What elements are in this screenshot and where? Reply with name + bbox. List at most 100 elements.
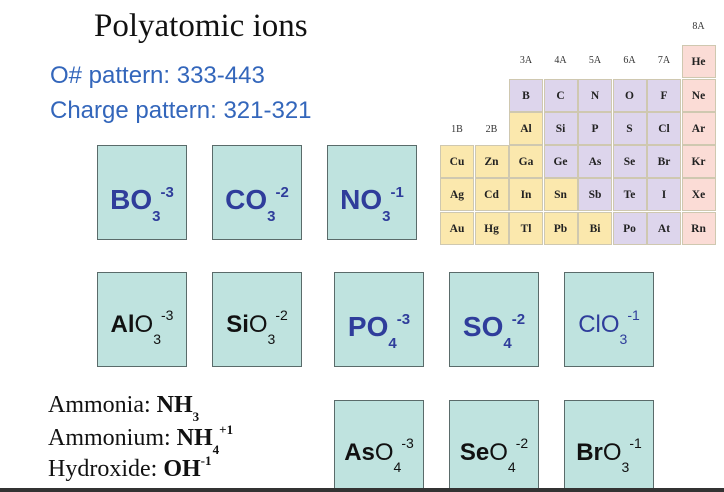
element-cell: Rn — [681, 212, 716, 245]
element-cell: Hg — [474, 212, 509, 245]
ion-charge: -3 — [401, 435, 414, 451]
ion-formula: SiO3 -2 — [213, 308, 301, 346]
name-label: Ammonium: — [48, 425, 171, 451]
bottom-edge — [0, 488, 724, 492]
ion-card: AsO4 -3 — [334, 400, 424, 492]
ion-subscript: 3 — [382, 208, 391, 225]
ion-subscript: 3 — [619, 331, 628, 347]
element-cell: Xe — [681, 178, 716, 211]
ion-formula: ClO3 -1 — [565, 308, 653, 346]
ion-card: AlO3-3 — [97, 272, 187, 367]
ion-oxygen: O — [481, 311, 504, 342]
ion-oxygen: O — [245, 184, 268, 215]
element-cell: Pb — [543, 212, 578, 245]
name-formula: NH — [176, 425, 213, 451]
name-superscript: +1 — [219, 422, 234, 437]
ion-symbol: Cl — [578, 311, 601, 338]
element-cell: F — [647, 79, 681, 112]
ion-subscript: 3 — [621, 459, 630, 475]
ion-formula: CO3 -2 — [213, 184, 301, 224]
name-subscript: 3 — [192, 409, 200, 424]
ion-symbol: B — [110, 184, 131, 215]
ion-card: PO4 -3 — [334, 272, 424, 367]
ion-symbol: N — [340, 184, 361, 215]
element-cell: Cd — [474, 178, 509, 211]
name-label: Hydroxide: — [48, 456, 158, 482]
element-cell: Ga — [509, 145, 543, 178]
element-cell: Tl — [509, 212, 543, 245]
ion-symbol: Al — [110, 311, 135, 338]
ion-subscript: 3 — [267, 331, 276, 347]
element-cell: Al — [509, 112, 543, 145]
element-cell: I — [647, 178, 681, 211]
element-cell: As — [578, 145, 612, 178]
ion-subscript: 3 — [267, 208, 276, 225]
ion-card: ClO3 -1 — [564, 272, 654, 367]
ion-formula: SO4 -2 — [450, 311, 538, 351]
element-cell: S — [612, 112, 647, 145]
ion-subscript: 4 — [507, 459, 516, 475]
group-label: 3A — [519, 55, 533, 66]
element-cell: Te — [612, 178, 647, 211]
element-cell: Sb — [578, 178, 612, 211]
ion-charge: -3 — [396, 311, 411, 328]
ion-charge: -1 — [627, 307, 640, 323]
ion-symbol: Se — [459, 439, 490, 466]
element-cell: Cu — [440, 145, 474, 178]
ion-oxygen: O — [130, 184, 153, 215]
periodic-table: He B C N O F Ne Al Si P S Cl Ar Cu Zn Ga Ge As Se Br Kr Ag Cd I… — [440, 21, 720, 245]
ion-charge: -2 — [515, 435, 529, 451]
element-cell: Ag — [440, 178, 474, 211]
name-superscript: -1 — [200, 453, 212, 468]
ion-oxygen: O — [489, 439, 508, 466]
ion-subscript: 3 — [153, 331, 161, 347]
ion-charge: -1 — [629, 435, 642, 451]
element-cell: Bi — [578, 212, 612, 245]
ion-symbol: S — [462, 311, 482, 342]
slide-title: Polyatomic ions — [94, 8, 308, 44]
ion-oxygen: O — [366, 311, 389, 342]
ion-subscript: 4 — [503, 335, 512, 352]
group-label: 6A — [623, 55, 636, 66]
element-cell: C — [543, 79, 578, 112]
ion-subscript: 4 — [388, 335, 397, 352]
element-cell: He — [681, 45, 716, 78]
ion-card: SO4 -2 — [449, 272, 539, 367]
ion-charge: -2 — [275, 184, 289, 201]
ion-oxygen: O — [600, 311, 620, 338]
name-label: Ammonia: — [48, 392, 151, 418]
ion-subscript: 3 — [152, 208, 161, 225]
group-label: 5A — [588, 55, 602, 66]
name-ammonia: Ammonia: NH3 — [48, 392, 199, 424]
element-cell: Kr — [681, 145, 716, 178]
name-formula: OH — [163, 456, 201, 482]
ion-charge: -3 — [161, 307, 174, 323]
element-cell: Si — [543, 112, 578, 145]
name-hydroxide: Hydroxide: OH-1 — [48, 453, 212, 483]
group-label: 1B — [451, 124, 463, 135]
ion-oxygen: O — [602, 439, 622, 466]
ion-formula: SeO4 -2 — [450, 436, 538, 474]
ion-charge: -1 — [390, 184, 404, 201]
element-cell: Au — [440, 212, 474, 245]
ion-subscript: 4 — [393, 459, 402, 475]
ion-symbol: Br — [576, 439, 603, 466]
ion-formula: NO3 -1 — [328, 184, 416, 224]
element-cell: Ar — [681, 112, 716, 145]
ion-card: SiO3 -2 — [212, 272, 302, 367]
ion-card: BrO3 -1 — [564, 400, 654, 492]
group-label: 4A — [554, 55, 567, 66]
element-cell: Br — [647, 145, 681, 178]
ion-oxygen: O — [134, 311, 154, 338]
ion-charge: -3 — [160, 184, 174, 201]
ion-card: CO3 -2 — [212, 145, 302, 240]
element-cell: Zn — [474, 145, 509, 178]
name-ammonium: Ammonium: NH4 +1 — [48, 422, 234, 457]
charge-pattern: Charge pattern: 321-321 — [50, 97, 312, 124]
ion-oxygen: O — [248, 311, 268, 338]
element-cell: Ne — [681, 79, 716, 112]
element-cell: Cl — [647, 112, 681, 145]
element-cell: P — [578, 112, 612, 145]
ion-formula: PO4 -3 — [335, 311, 423, 351]
